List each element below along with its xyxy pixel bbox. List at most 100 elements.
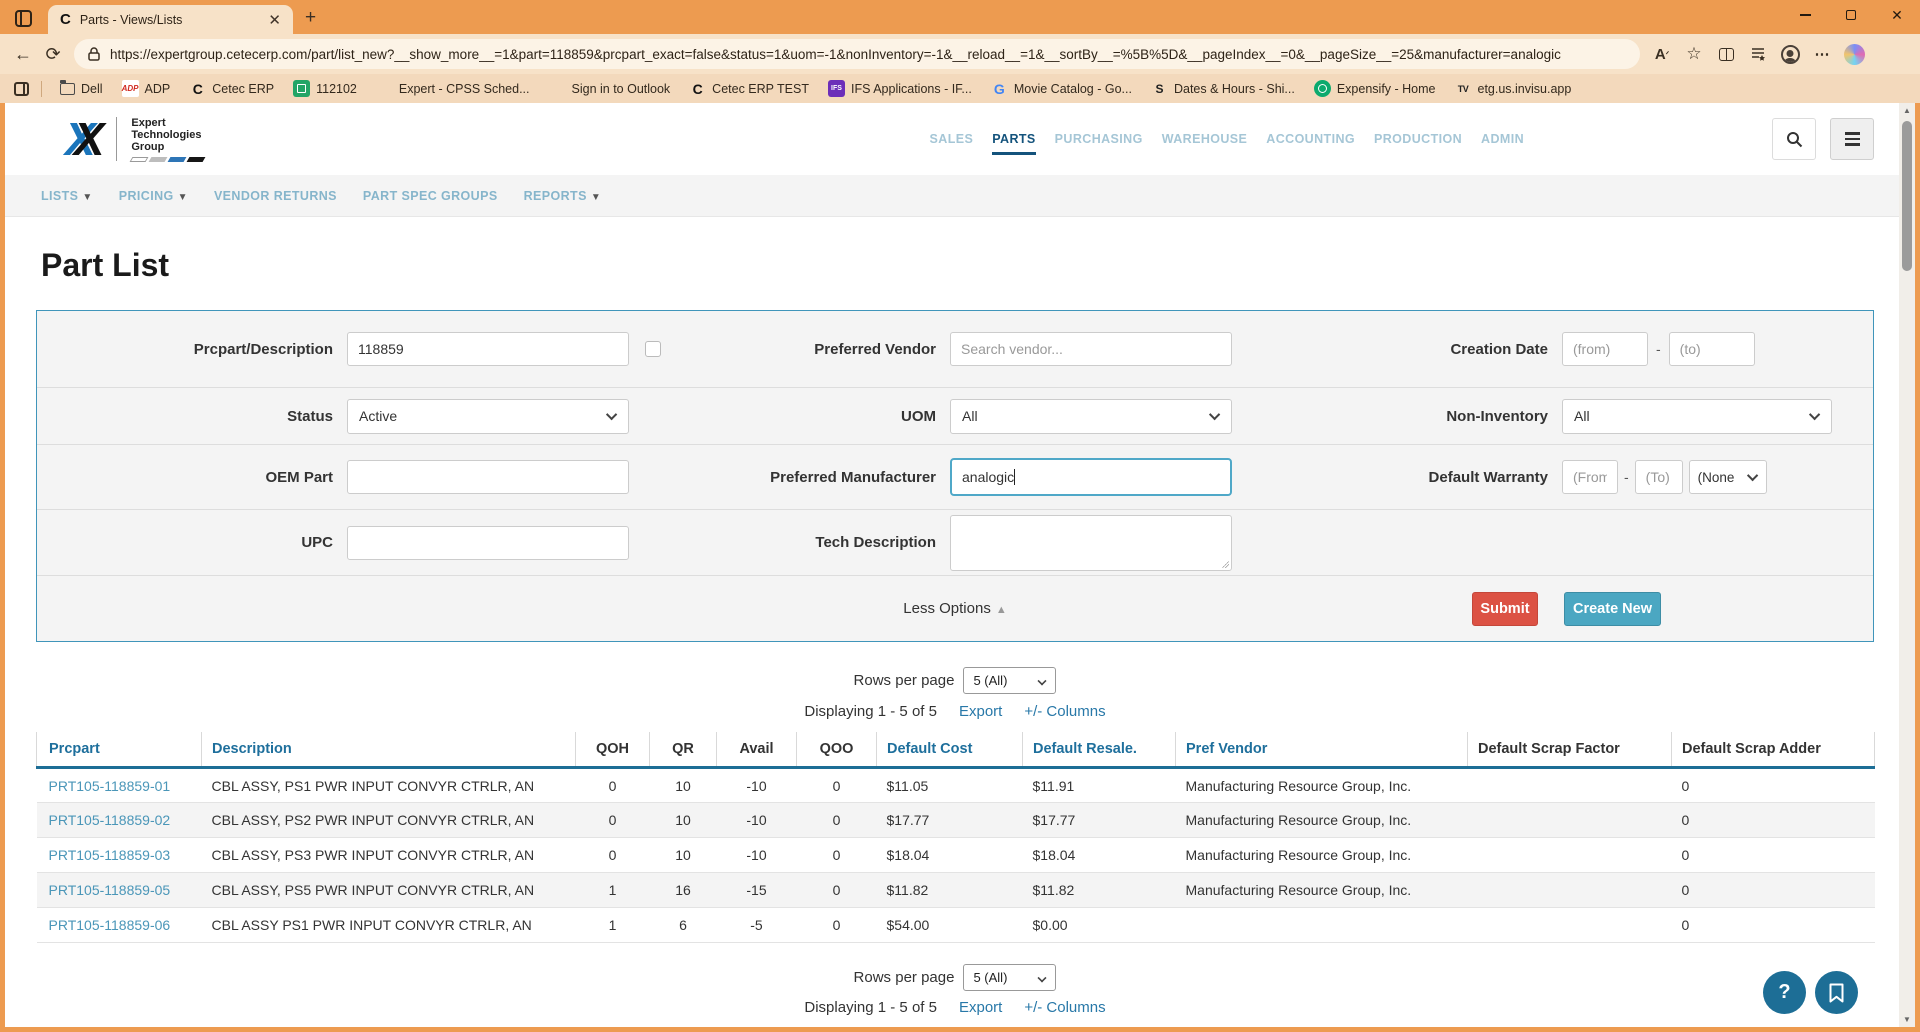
browser-tab[interactable]: C Parts - Views/Lists ✕ <box>48 5 293 34</box>
nav-accounting[interactable]: ACCOUNTING <box>1266 132 1355 146</box>
close-button[interactable]: ✕ <box>1874 0 1920 30</box>
creation-to-input[interactable] <box>1669 332 1755 366</box>
minimize-button[interactable] <box>1782 0 1828 30</box>
cetec-favicon: C <box>689 80 706 97</box>
settings-more-icon[interactable]: ⋯ <box>1808 40 1836 68</box>
non-inventory-select[interactable]: All <box>1562 399 1832 434</box>
bookmark-item[interactable]: Dell <box>60 82 103 96</box>
page-scrollbar[interactable]: ▲ ▼ <box>1899 103 1915 1027</box>
rows-per-page-label: Rows per page <box>854 672 955 689</box>
cell: 0 <box>797 873 877 908</box>
bookmark-page-button[interactable] <box>1815 971 1858 1014</box>
prcpart-link[interactable]: PRT105-118859-02 <box>37 803 202 838</box>
cell: CBL ASSY, PS2 PWR INPUT CONVYR CTRLR, AN <box>202 803 576 838</box>
sidebar-panel-icon[interactable] <box>14 82 29 96</box>
prcpart-link[interactable]: PRT105-118859-03 <box>37 838 202 873</box>
bookmark-item[interactable]: ADPADP <box>122 80 171 97</box>
copilot-icon[interactable] <box>1840 40 1868 68</box>
toggle-columns-link-bottom[interactable]: +/- Columns <box>1024 999 1105 1016</box>
col-header-description[interactable]: Description <box>202 732 576 768</box>
rows-per-page-select[interactable]: 5 (All) <box>963 667 1056 694</box>
etg-logo[interactable]: XX Expert Technologies Group <box>65 117 204 162</box>
nav-sales[interactable]: SALES <box>930 132 974 146</box>
close-tab-icon[interactable]: ✕ <box>264 11 285 29</box>
export-link[interactable]: Export <box>959 703 1002 720</box>
scroll-down-icon[interactable]: ▼ <box>1903 1015 1911 1024</box>
nav-parts[interactable]: PARTS <box>992 132 1035 146</box>
status-select[interactable]: Active <box>347 399 629 434</box>
bookmark-item[interactable]: CCetec ERP TEST <box>689 80 809 97</box>
read-aloud-icon[interactable]: Aᐟ <box>1648 40 1676 68</box>
upc-input[interactable] <box>347 526 629 560</box>
back-icon[interactable]: ← <box>8 39 38 69</box>
bookmark-item[interactable]: TVetg.us.invisu.app <box>1455 80 1572 97</box>
warranty-from-input[interactable] <box>1562 460 1618 494</box>
address-bar[interactable]: https://expertgroup.cetecerp.com/part/li… <box>74 39 1640 69</box>
prcpart-link[interactable]: PRT105-118859-06 <box>37 908 202 943</box>
nav-purchasing[interactable]: PURCHASING <box>1055 132 1143 146</box>
collections-icon[interactable] <box>1744 40 1772 68</box>
cell: 1 <box>576 908 650 943</box>
col-header-prcpart[interactable]: Prcpart <box>37 732 202 768</box>
new-tab-button[interactable]: + <box>305 7 316 29</box>
bookmark-item[interactable]: CCetec ERP <box>189 80 274 97</box>
tech-description-textarea[interactable] <box>950 515 1232 571</box>
scrollbar-thumb[interactable] <box>1902 121 1912 271</box>
bookmark-item[interactable]: 112102 <box>293 80 357 97</box>
warranty-to-input[interactable] <box>1635 460 1683 494</box>
toggle-columns-link[interactable]: +/- Columns <box>1024 703 1105 720</box>
search-button[interactable] <box>1772 118 1816 160</box>
nav-production[interactable]: PRODUCTION <box>1374 132 1462 146</box>
prcpart-link[interactable]: PRT105-118859-01 <box>37 768 202 803</box>
warranty-type-select[interactable]: (None <box>1689 460 1767 494</box>
tech-description-label: Tech Description <box>663 534 950 551</box>
subnav-pricing[interactable]: PRICING▼ <box>119 189 188 203</box>
less-options-toggle[interactable]: Less Options▲ <box>903 600 1006 617</box>
cell: -15 <box>717 873 797 908</box>
bookmark-item[interactable]: GMovie Catalog - Go... <box>991 80 1132 97</box>
cell: $11.82 <box>1023 873 1176 908</box>
nav-admin[interactable]: ADMIN <box>1481 132 1524 146</box>
subnav-vendor-returns[interactable]: VENDOR RETURNS <box>214 189 337 203</box>
preferred-manufacturer-input[interactable]: analogic <box>950 458 1232 496</box>
prcpart-link[interactable]: PRT105-118859-05 <box>37 873 202 908</box>
bookmark-item[interactable]: IFSIFS Applications - IF... <box>828 80 972 97</box>
favorite-star-icon[interactable]: ☆ <box>1680 40 1708 68</box>
maximize-button[interactable] <box>1828 0 1874 30</box>
subnav-part-spec-groups[interactable]: PART SPEC GROUPS <box>363 189 498 203</box>
bookmark-item[interactable]: Expert - CPSS Sched... <box>376 80 530 97</box>
bookmark-item[interactable]: Sign in to Outlook <box>549 80 671 97</box>
preferred-vendor-input[interactable] <box>950 332 1232 366</box>
menu-button[interactable] <box>1830 118 1874 160</box>
scroll-up-icon[interactable]: ▲ <box>1903 106 1911 115</box>
creation-from-input[interactable] <box>1562 332 1648 366</box>
filter-panel: Prcpart/Description Preferred Vendor Cre… <box>36 310 1874 642</box>
prcpart-exact-checkbox[interactable] <box>645 341 661 357</box>
rows-per-page-select-bottom[interactable]: 5 (All) <box>963 964 1056 991</box>
subnav-lists[interactable]: LISTS▼ <box>41 189 93 203</box>
create-new-button[interactable]: Create New <box>1564 592 1661 626</box>
nav-warehouse[interactable]: WAREHOUSE <box>1162 132 1248 146</box>
site-favicon: C <box>60 11 71 28</box>
refresh-icon[interactable]: ⟳ <box>38 39 68 69</box>
split-screen-icon[interactable] <box>1712 40 1740 68</box>
prcpart-input[interactable] <box>347 332 629 366</box>
export-link-bottom[interactable]: Export <box>959 999 1002 1016</box>
bookmark-item[interactable]: Expensify - Home <box>1314 80 1436 97</box>
creation-date-label: Creation Date <box>1256 341 1562 358</box>
workspaces-icon[interactable] <box>15 10 32 27</box>
uom-select[interactable]: All <box>950 399 1232 434</box>
profile-avatar[interactable] <box>1776 40 1804 68</box>
text-cursor <box>1014 469 1015 485</box>
non-inventory-label: Non-Inventory <box>1256 408 1562 425</box>
submit-button[interactable]: Submit <box>1472 592 1538 626</box>
subnav-reports[interactable]: REPORTS▼ <box>524 189 602 203</box>
help-button[interactable]: ? <box>1763 971 1806 1014</box>
oem-part-input[interactable] <box>347 460 629 494</box>
bookmark-label: Expensify - Home <box>1337 82 1436 96</box>
col-header-pref-vendor[interactable]: Pref Vendor <box>1176 732 1468 768</box>
col-header-default-cost[interactable]: Default Cost <box>877 732 1023 768</box>
cell: $54.00 <box>877 908 1023 943</box>
col-header-default-resale[interactable]: Default Resale. <box>1023 732 1176 768</box>
bookmark-item[interactable]: SDates & Hours - Shi... <box>1151 80 1295 97</box>
